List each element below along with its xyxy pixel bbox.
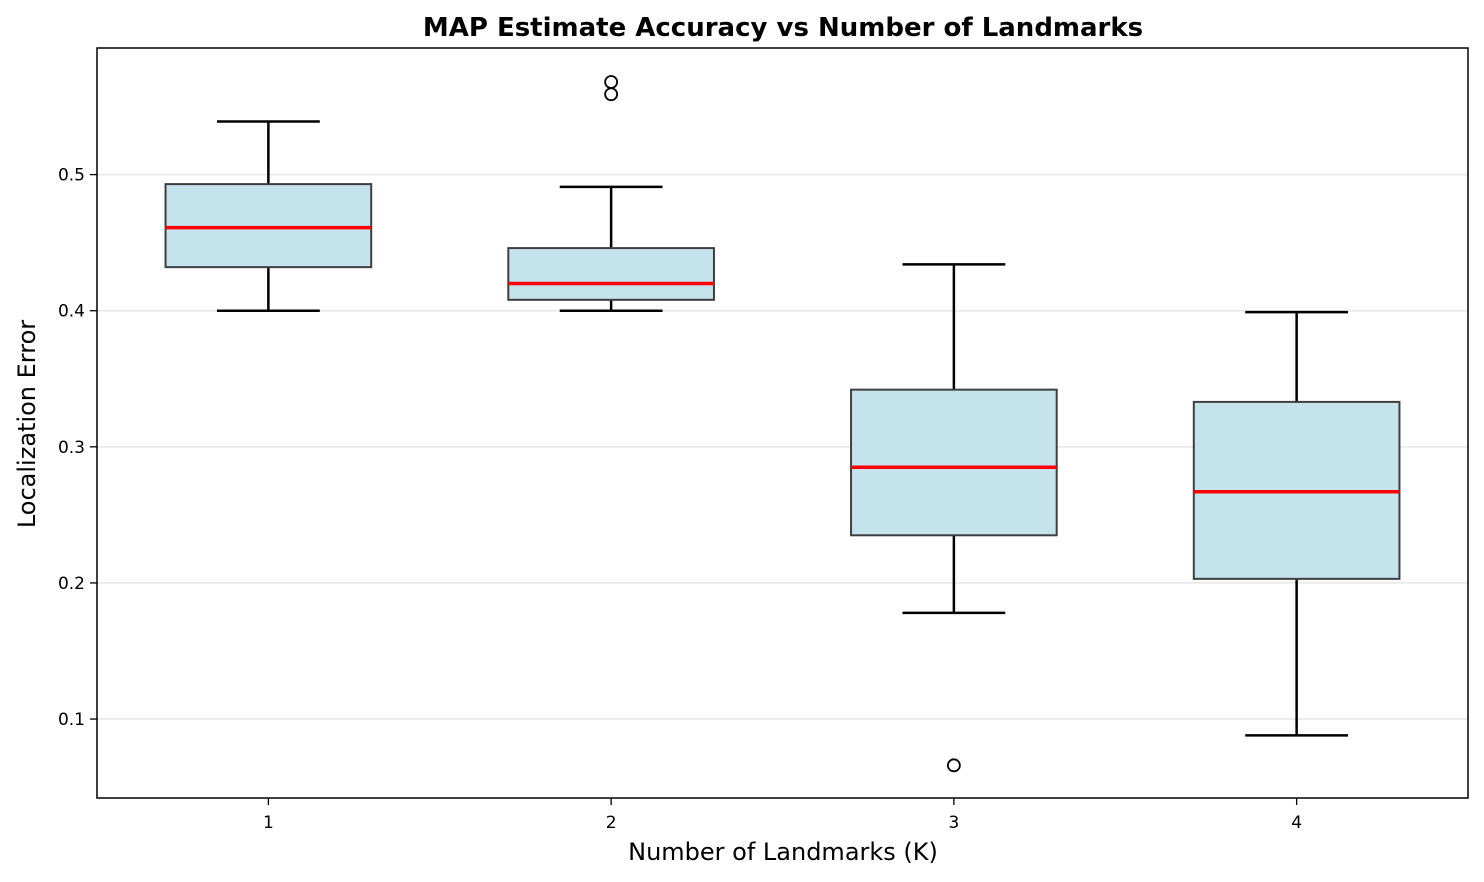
box-group-1: [164, 120, 373, 312]
x-axis-ticks: 1 2 3 4: [263, 798, 1302, 833]
y-axis-label: Localization Error: [13, 320, 41, 528]
x-axis-label: Number of Landmarks (K): [628, 838, 938, 866]
y-tick-label: 0.4: [58, 302, 85, 322]
y-tick-label: 0.3: [58, 438, 85, 458]
y-tick-label: 0.1: [58, 710, 85, 730]
y-axis-ticks: 0.1 0.2 0.3 0.4 0.5: [58, 166, 97, 730]
box-body: [507, 247, 715, 301]
box-group-3: [850, 263, 1058, 773]
box-group-2: [507, 75, 715, 312]
y-tick-label: 0.2: [58, 574, 85, 594]
boxes: [164, 75, 1401, 773]
chart-title: MAP Estimate Accuracy vs Number of Landm…: [423, 13, 1143, 43]
y-tick-label: 0.5: [58, 166, 85, 186]
x-tick-label: 3: [948, 813, 959, 833]
outlier-point: [604, 87, 619, 102]
x-tick-label: 4: [1291, 813, 1302, 833]
outlier-point: [946, 758, 961, 773]
plot-frame: [96, 47, 1469, 799]
outlier-point: [604, 75, 619, 89]
grid-lines: [97, 173, 1468, 720]
box-group-4: [1192, 310, 1401, 737]
x-tick-label: 1: [263, 813, 274, 833]
box-body: [164, 183, 373, 269]
x-tick-label: 2: [606, 813, 617, 833]
box-body: [850, 388, 1058, 537]
